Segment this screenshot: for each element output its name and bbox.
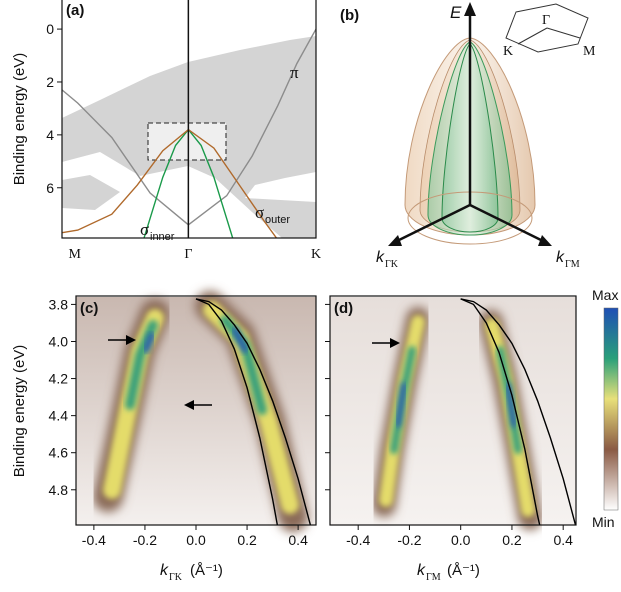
k-axis-label: k <box>376 249 385 266</box>
figure: Max Min (b) E Γ K M k ΓK k ΓM πσinnerσou… <box>0 0 621 592</box>
k-axis-label: k <box>556 249 565 266</box>
panel-label: (a) <box>66 2 84 19</box>
x-tick-label: -0.4 <box>82 532 106 548</box>
colorbar-min: Min <box>592 514 615 530</box>
y-tick-label: 4.6 <box>49 445 69 461</box>
y-tick-label: 6 <box>46 180 54 196</box>
x-tick-label: -0.2 <box>397 532 421 548</box>
x-axis-label-subscript: ΓK <box>169 572 183 583</box>
panel-d-map <box>330 297 576 525</box>
y-axis-label: Binding energy (eV) <box>11 53 28 186</box>
y-tick-label: 4.8 <box>49 482 69 498</box>
k-axis-subscript: ΓK <box>385 259 399 270</box>
x-axis-label-unit: (Å⁻¹) <box>190 562 223 579</box>
series-label: π <box>290 63 299 82</box>
x-tick-label: -0.2 <box>133 532 157 548</box>
x-tick-label: 0.2 <box>502 532 522 548</box>
x-tick-label: 0.2 <box>237 532 257 548</box>
x-axis-label: k <box>417 562 426 579</box>
series-label-subscript: outer <box>265 214 290 226</box>
x-tick-label: -0.4 <box>346 532 370 548</box>
panel-c-map <box>76 297 316 525</box>
x-tick-label: 0.4 <box>288 532 308 548</box>
panel-label: (d) <box>334 300 353 317</box>
panel-label: (c) <box>80 300 98 317</box>
y-tick-label: 2 <box>46 74 54 90</box>
x-tick-label: K <box>311 247 321 262</box>
energy-axis-label: E <box>450 3 462 22</box>
colorbar-max: Max <box>592 287 618 303</box>
x-tick-label: 0.4 <box>553 532 573 548</box>
x-tick-label: 0.0 <box>451 532 471 548</box>
bz-point: Γ <box>542 13 550 28</box>
y-tick-label: 4 <box>46 127 54 143</box>
y-axis-label: Binding energy (eV) <box>11 345 28 478</box>
colorbar <box>604 308 618 510</box>
panel-b-diagram <box>388 2 588 246</box>
series-label: σ <box>140 220 149 239</box>
series-label: σ <box>255 203 264 222</box>
series-label-subscript: inner <box>150 231 175 243</box>
panel-label: (b) <box>340 7 359 24</box>
x-tick-label: Γ <box>184 247 192 262</box>
y-tick-label: 4.4 <box>49 408 69 424</box>
x-axis-label: k <box>160 562 169 579</box>
k-axis-subscript: ΓM <box>565 259 580 270</box>
x-tick-label: 0.0 <box>186 532 206 548</box>
bz-point: M <box>583 44 596 59</box>
x-axis-label-subscript: ΓM <box>426 572 441 583</box>
y-tick-label: 0 <box>46 21 54 37</box>
x-tick-label: M <box>69 247 82 262</box>
y-tick-label: 3.8 <box>49 296 69 312</box>
y-tick-label: 4.0 <box>49 333 69 349</box>
bz-point: K <box>503 44 513 59</box>
x-axis-label-unit: (Å⁻¹) <box>447 562 480 579</box>
y-tick-label: 4.2 <box>49 371 69 387</box>
